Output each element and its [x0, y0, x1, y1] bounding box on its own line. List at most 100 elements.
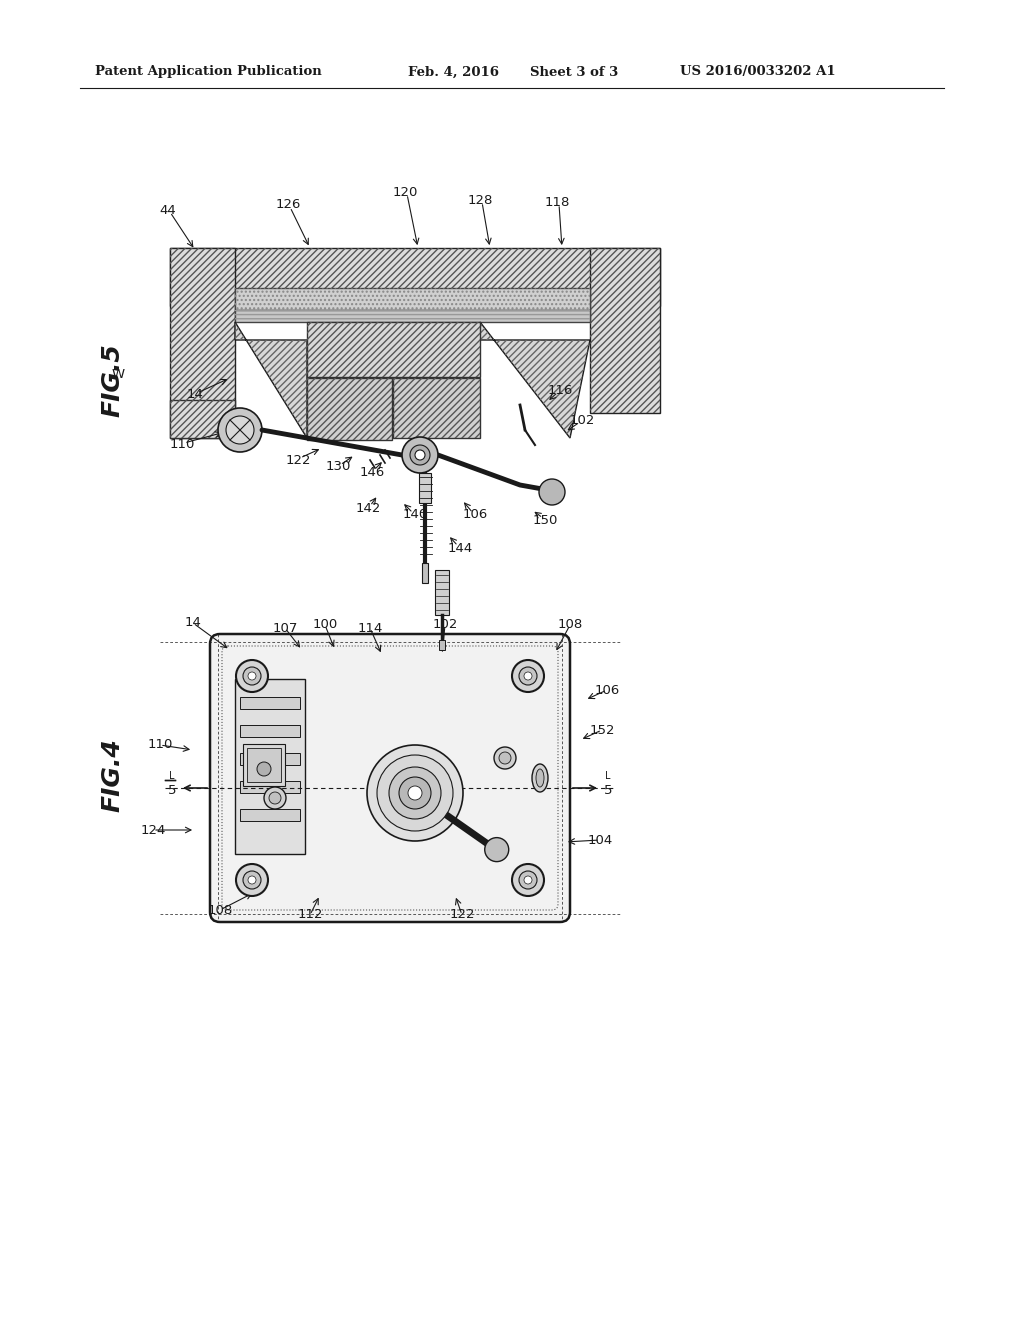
Circle shape [408, 785, 422, 800]
Circle shape [248, 672, 256, 680]
Bar [170, 400, 234, 438]
Circle shape [499, 752, 511, 764]
Bar [590, 248, 660, 413]
Circle shape [236, 660, 268, 692]
Text: 128: 128 [467, 194, 493, 206]
Circle shape [399, 777, 431, 809]
Circle shape [524, 876, 532, 884]
Text: 108: 108 [208, 903, 232, 916]
Text: 116: 116 [547, 384, 572, 396]
Circle shape [248, 876, 256, 884]
Circle shape [484, 838, 509, 862]
Bar [307, 322, 480, 378]
Text: 112: 112 [297, 908, 323, 921]
FancyBboxPatch shape [210, 634, 570, 921]
Text: 142: 142 [355, 502, 381, 515]
Ellipse shape [536, 770, 544, 787]
Bar [240, 809, 300, 821]
Text: 122: 122 [450, 908, 475, 921]
Bar [307, 378, 392, 440]
Text: 122: 122 [286, 454, 310, 466]
Circle shape [226, 416, 254, 444]
Text: W: W [112, 368, 125, 381]
Circle shape [243, 871, 261, 888]
Circle shape [410, 445, 430, 465]
Circle shape [269, 792, 281, 804]
Circle shape [367, 744, 463, 841]
Bar [170, 248, 234, 438]
Text: 118: 118 [545, 195, 569, 209]
Text: 14: 14 [186, 388, 204, 401]
Bar [240, 752, 300, 766]
Circle shape [519, 667, 537, 685]
Bar [419, 473, 431, 503]
Text: 140: 140 [402, 508, 428, 521]
Text: 14: 14 [184, 616, 202, 630]
Circle shape [415, 450, 425, 459]
Bar [170, 248, 660, 306]
Circle shape [519, 871, 537, 888]
Text: 100: 100 [312, 619, 338, 631]
Bar [590, 248, 660, 413]
Text: 44: 44 [160, 203, 176, 216]
Text: 104: 104 [588, 833, 612, 846]
Polygon shape [480, 322, 590, 438]
Text: 152: 152 [589, 723, 614, 737]
Text: FIG.5: FIG.5 [100, 343, 124, 417]
Circle shape [257, 762, 271, 776]
Text: 110: 110 [169, 438, 195, 451]
Text: 102: 102 [432, 619, 458, 631]
Bar [435, 570, 449, 615]
Bar [422, 564, 428, 583]
Bar [240, 781, 300, 793]
Circle shape [243, 667, 261, 685]
Polygon shape [234, 322, 307, 438]
Bar [234, 310, 590, 322]
Circle shape [218, 408, 262, 451]
Text: Feb. 4, 2016: Feb. 4, 2016 [408, 66, 499, 78]
Text: 106: 106 [594, 684, 620, 697]
Circle shape [512, 865, 544, 896]
Text: US 2016/0033202 A1: US 2016/0033202 A1 [680, 66, 836, 78]
Text: 126: 126 [275, 198, 301, 211]
Text: L: L [605, 771, 610, 781]
Text: 107: 107 [272, 622, 298, 635]
Circle shape [264, 787, 286, 809]
Text: 110: 110 [147, 738, 173, 751]
Bar [234, 288, 590, 310]
Bar [240, 725, 300, 737]
Bar [307, 378, 392, 440]
Bar [234, 310, 590, 322]
Bar [234, 678, 305, 854]
Bar [439, 640, 445, 649]
Circle shape [512, 660, 544, 692]
Bar [240, 697, 300, 709]
Bar [393, 378, 480, 438]
Text: 102: 102 [569, 413, 595, 426]
Circle shape [539, 479, 565, 506]
Circle shape [494, 747, 516, 770]
Text: 144: 144 [447, 541, 473, 554]
Bar [243, 744, 285, 785]
Text: 146: 146 [359, 466, 385, 479]
Bar [234, 288, 590, 310]
Text: 114: 114 [357, 622, 383, 635]
Text: 106: 106 [463, 508, 487, 521]
Bar [307, 322, 480, 378]
Text: Patent Application Publication: Patent Application Publication [95, 66, 322, 78]
Circle shape [402, 437, 438, 473]
Text: FIG.4: FIG.4 [100, 738, 124, 812]
Text: L: L [169, 771, 175, 781]
Circle shape [377, 755, 453, 832]
Circle shape [236, 865, 268, 896]
Text: 5: 5 [168, 784, 176, 796]
Text: 124: 124 [140, 824, 166, 837]
Circle shape [389, 767, 441, 818]
Ellipse shape [532, 764, 548, 792]
Text: 120: 120 [392, 186, 418, 198]
Text: 130: 130 [326, 461, 350, 474]
Circle shape [524, 672, 532, 680]
Bar [170, 248, 660, 306]
Text: 5: 5 [604, 784, 612, 796]
Text: 150: 150 [532, 513, 558, 527]
